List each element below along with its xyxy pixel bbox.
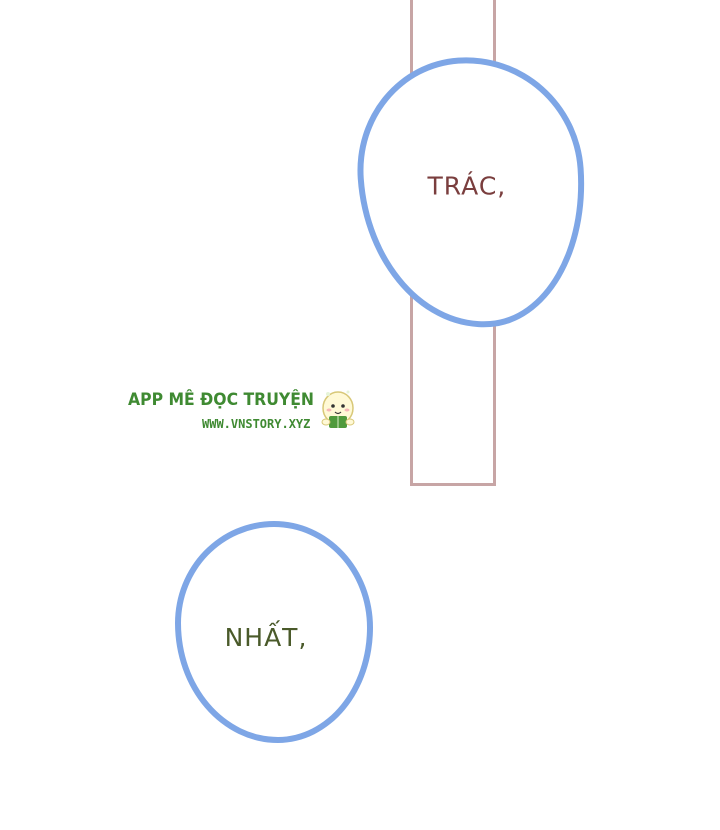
watermark: APP MÊ ĐỌC TRUYỆN WWW.VNSTORY.XYZ	[128, 386, 358, 438]
mascot-reading-icon	[321, 390, 355, 428]
speech-text-top: TRÁC,	[427, 171, 506, 201]
speech-text-bottom: NHẤT,	[224, 622, 308, 652]
watermark-url: WWW.VNSTORY.XYZ	[202, 417, 311, 431]
watermark-title: APP MÊ ĐỌC TRUYỆN	[128, 390, 315, 410]
speech-bubble-top: TRÁC,	[349, 49, 595, 336]
speech-bubble-bottom: NHẤT,	[175, 521, 373, 743]
